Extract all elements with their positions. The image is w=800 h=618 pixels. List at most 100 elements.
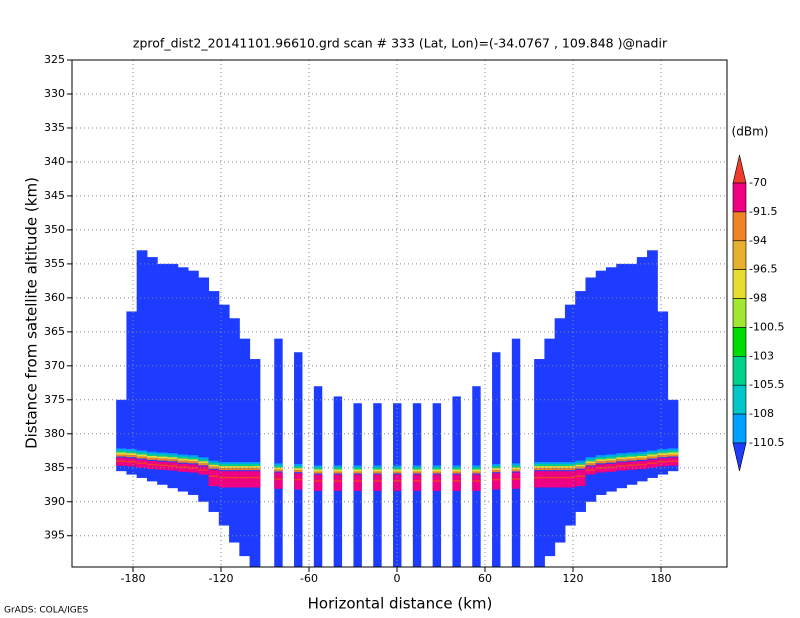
column	[198, 277, 210, 502]
surface-layer	[432, 465, 442, 468]
surface-layer	[534, 466, 545, 469]
column	[218, 304, 230, 526]
column	[647, 250, 658, 478]
surface-layer	[606, 460, 617, 463]
surface-core	[167, 465, 179, 467]
surface-layer	[595, 459, 607, 462]
surface-layer	[229, 468, 240, 471]
x-tick-label: -60	[300, 572, 318, 585]
surface-layer	[198, 463, 210, 466]
surface-layer	[353, 469, 362, 472]
surface-layer	[452, 467, 461, 470]
column	[626, 263, 638, 485]
surface-layer	[136, 452, 148, 455]
surface-layer	[146, 453, 158, 456]
surface-layer	[595, 457, 607, 460]
surface-layer	[229, 466, 240, 469]
surface-layer	[667, 452, 679, 455]
surface	[229, 471, 240, 488]
surface-layer	[208, 464, 220, 467]
surface-core	[353, 480, 362, 482]
surface	[564, 471, 576, 488]
surface	[353, 474, 362, 491]
surface	[218, 471, 230, 488]
surface-layer	[472, 467, 481, 470]
column	[136, 250, 148, 478]
credit: GrADS: COLA/IGES	[4, 606, 88, 616]
surface	[249, 471, 261, 488]
surface-layer	[188, 459, 199, 462]
surface-layer	[432, 467, 442, 470]
surface-layer	[657, 453, 669, 456]
x-axis-label: Horizontal distance (km)	[308, 595, 493, 613]
surface-layer	[198, 461, 210, 464]
column	[492, 352, 501, 567]
y-tick-label: 330	[44, 87, 65, 100]
colorbar-label: -103	[749, 349, 774, 362]
column	[564, 304, 576, 526]
surface	[294, 473, 303, 490]
x-tick-label: 120	[563, 572, 584, 585]
surface-layer	[544, 466, 556, 469]
surface-layer	[606, 458, 617, 461]
column	[229, 318, 240, 543]
column	[616, 263, 628, 489]
surface-layer	[353, 467, 362, 470]
surface-core	[333, 480, 343, 482]
surface-layer	[229, 462, 240, 465]
x-tick-label: -180	[121, 572, 146, 585]
surface-layer	[585, 457, 597, 460]
x-tick-label: 0	[394, 572, 401, 585]
surface-layer	[554, 468, 566, 471]
surface-layer	[511, 465, 521, 468]
surface-layer	[452, 465, 461, 468]
column	[146, 257, 158, 482]
surface-core	[432, 480, 442, 482]
surface-core	[177, 466, 189, 469]
surface-layer	[492, 466, 501, 469]
surface-layer	[575, 460, 586, 463]
surface-layer	[116, 450, 127, 453]
surface-core	[511, 478, 521, 480]
surface-layer	[667, 448, 679, 451]
surface-core	[564, 476, 576, 479]
surface-layer	[657, 451, 669, 454]
surface-layer	[511, 467, 521, 470]
surface-layer	[294, 464, 303, 467]
column	[177, 267, 189, 492]
colorbar-label: -96.5	[749, 263, 777, 276]
colorbar-unit: (dBm)	[732, 125, 769, 139]
surface-layer	[647, 452, 658, 455]
surface-layer	[239, 464, 251, 467]
surface-layer	[373, 467, 382, 470]
surface-layer	[126, 453, 138, 456]
surface	[492, 473, 501, 490]
surface-layer	[218, 466, 230, 469]
surface	[432, 474, 442, 491]
surface-core	[229, 476, 240, 479]
surface-core	[188, 467, 199, 469]
y-tick-label: 390	[44, 495, 65, 508]
surface-core	[534, 476, 545, 479]
surface	[554, 471, 566, 488]
surface-layer	[333, 465, 343, 468]
surface-layer	[452, 469, 461, 472]
surface-layer	[616, 455, 628, 458]
surface-layer	[657, 455, 669, 458]
axes: 325 330 335 340 345 350 355 360 365 370 375 380 385 3…	[44, 53, 728, 585]
surface-layer	[412, 469, 422, 472]
colorbar-box	[732, 211, 747, 242]
surface-layer	[636, 455, 648, 458]
surface-layer	[218, 464, 230, 467]
surface-layer	[636, 457, 648, 460]
y-tick-label: 345	[44, 189, 65, 202]
surface-layer	[626, 452, 638, 455]
surface-core	[647, 462, 658, 464]
column	[636, 257, 648, 482]
column	[239, 338, 251, 557]
surface-layer	[432, 471, 442, 474]
colorbar-box	[732, 298, 747, 328]
colorbar-cap	[732, 442, 747, 472]
column	[606, 267, 617, 492]
surface-layer	[177, 456, 189, 459]
